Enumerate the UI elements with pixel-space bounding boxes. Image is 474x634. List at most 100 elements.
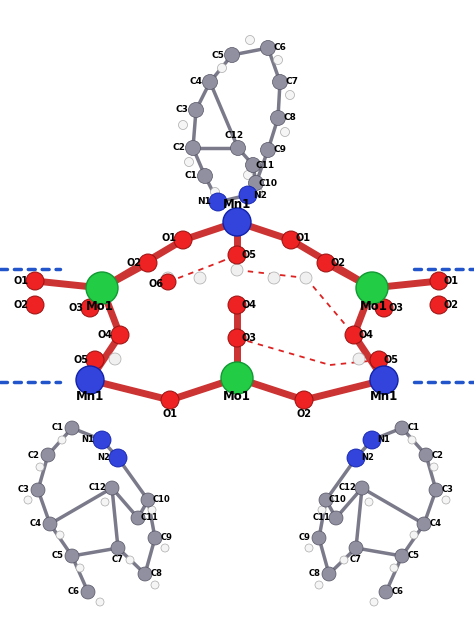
Circle shape xyxy=(26,272,44,290)
Circle shape xyxy=(228,329,246,347)
Circle shape xyxy=(223,208,251,236)
Text: C6: C6 xyxy=(68,588,80,597)
Circle shape xyxy=(395,549,409,563)
Text: C9: C9 xyxy=(273,145,286,155)
Text: O2: O2 xyxy=(13,300,28,310)
Circle shape xyxy=(261,143,275,157)
Text: C2: C2 xyxy=(28,451,40,460)
Text: C12: C12 xyxy=(224,131,244,141)
Circle shape xyxy=(408,436,416,444)
Circle shape xyxy=(261,41,275,56)
Circle shape xyxy=(273,75,288,89)
Text: C1: C1 xyxy=(184,172,198,181)
Text: O1: O1 xyxy=(163,409,177,419)
Text: O5: O5 xyxy=(383,355,399,365)
Text: C4: C4 xyxy=(30,519,42,529)
Circle shape xyxy=(355,481,369,495)
Circle shape xyxy=(317,254,335,272)
Text: O2: O2 xyxy=(297,409,311,419)
Circle shape xyxy=(231,264,243,276)
Circle shape xyxy=(322,567,336,581)
Circle shape xyxy=(419,448,433,462)
Text: O4: O4 xyxy=(358,330,374,340)
Circle shape xyxy=(228,296,246,314)
Circle shape xyxy=(26,296,44,314)
Text: Mo1: Mo1 xyxy=(86,299,114,313)
Circle shape xyxy=(285,91,294,100)
Text: C5: C5 xyxy=(52,552,64,560)
Text: O2: O2 xyxy=(127,258,142,268)
Circle shape xyxy=(31,483,45,497)
Text: O5: O5 xyxy=(73,355,89,365)
Circle shape xyxy=(185,141,201,155)
Circle shape xyxy=(417,517,431,531)
Text: O2: O2 xyxy=(444,300,458,310)
Circle shape xyxy=(353,353,365,365)
Circle shape xyxy=(105,481,119,495)
Circle shape xyxy=(244,171,253,179)
Circle shape xyxy=(81,299,99,317)
Text: C7: C7 xyxy=(285,77,299,86)
Text: O5: O5 xyxy=(241,250,256,260)
Circle shape xyxy=(246,36,255,44)
Text: C8: C8 xyxy=(309,569,321,578)
Circle shape xyxy=(365,498,373,506)
Text: C10: C10 xyxy=(258,179,277,188)
Text: C7: C7 xyxy=(112,555,124,564)
Circle shape xyxy=(86,272,118,304)
Circle shape xyxy=(161,544,169,552)
Text: C10: C10 xyxy=(329,496,347,505)
Circle shape xyxy=(210,188,219,197)
Text: C9: C9 xyxy=(161,533,173,543)
Text: C11: C11 xyxy=(255,160,274,169)
Circle shape xyxy=(430,463,438,471)
Circle shape xyxy=(390,564,398,572)
Circle shape xyxy=(356,272,388,304)
Circle shape xyxy=(442,496,450,504)
Text: C5: C5 xyxy=(408,552,420,560)
Text: C2: C2 xyxy=(173,143,185,153)
Circle shape xyxy=(300,272,312,284)
Circle shape xyxy=(131,511,145,525)
Text: C6: C6 xyxy=(273,44,286,53)
Circle shape xyxy=(65,549,79,563)
Circle shape xyxy=(76,564,84,572)
Circle shape xyxy=(65,421,79,435)
Circle shape xyxy=(370,351,388,369)
Circle shape xyxy=(198,169,212,183)
Circle shape xyxy=(109,353,121,365)
Circle shape xyxy=(174,231,192,249)
Circle shape xyxy=(111,326,129,344)
Circle shape xyxy=(430,296,448,314)
Text: Mn1: Mn1 xyxy=(76,389,104,403)
Circle shape xyxy=(315,581,323,589)
Text: Mn1: Mn1 xyxy=(370,389,398,403)
Circle shape xyxy=(86,351,104,369)
Text: C9: C9 xyxy=(299,533,311,543)
Text: O1: O1 xyxy=(295,233,310,243)
Text: C3: C3 xyxy=(18,486,30,495)
Circle shape xyxy=(239,186,257,204)
Text: C6: C6 xyxy=(392,588,404,597)
Text: O6: O6 xyxy=(148,279,164,289)
Circle shape xyxy=(246,157,261,172)
Text: C10: C10 xyxy=(153,496,171,505)
Circle shape xyxy=(282,231,300,249)
Circle shape xyxy=(151,581,159,589)
Circle shape xyxy=(36,463,44,471)
Circle shape xyxy=(345,326,363,344)
Text: C4: C4 xyxy=(430,519,442,529)
Circle shape xyxy=(162,272,174,284)
Circle shape xyxy=(410,531,418,539)
Text: C4: C4 xyxy=(190,77,202,86)
Circle shape xyxy=(271,110,285,126)
Text: Mn1: Mn1 xyxy=(223,198,251,210)
Text: C11: C11 xyxy=(141,514,159,522)
Circle shape xyxy=(370,598,378,606)
Circle shape xyxy=(138,567,152,581)
Text: O2: O2 xyxy=(330,258,346,268)
Circle shape xyxy=(141,493,155,507)
Circle shape xyxy=(93,431,111,449)
Text: N2: N2 xyxy=(253,190,267,200)
Text: C5: C5 xyxy=(211,51,224,60)
